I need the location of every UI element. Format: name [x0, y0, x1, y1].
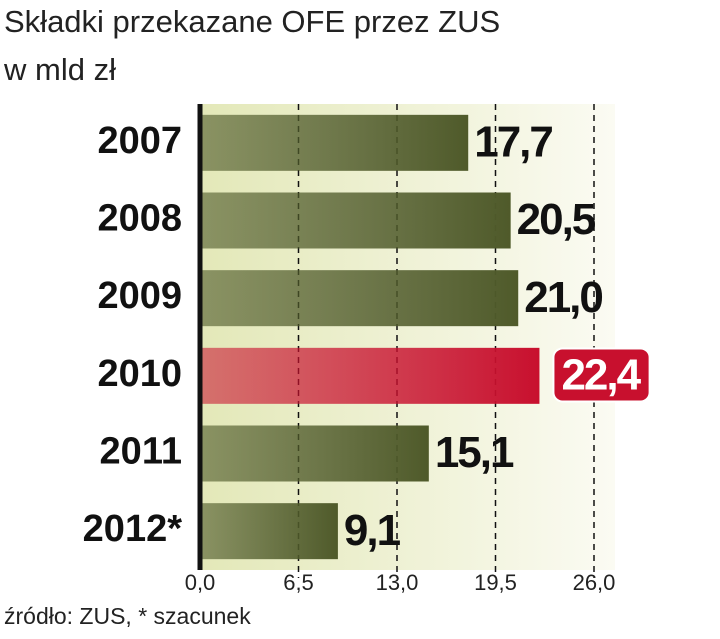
y-tick-label: 2012*: [83, 508, 183, 550]
x-tick-label: 19,5: [474, 570, 517, 595]
value-label: 9,1: [344, 506, 401, 555]
x-tick-label: 13,0: [376, 570, 419, 595]
plot-background: [200, 104, 615, 570]
value-label: 20,5: [517, 195, 596, 244]
value-label: 17,7: [474, 117, 552, 166]
chart-title: Składki przekazane OFE przez ZUS: [4, 4, 500, 39]
y-tick-label: 2009: [97, 275, 182, 317]
source-note: źródło: ZUS, * szacunek: [4, 603, 251, 629]
bar: [200, 503, 338, 560]
bar: [200, 270, 519, 327]
chart-subtitle: w mld zł: [3, 52, 116, 87]
bar: [200, 425, 429, 482]
value-label: 15,1: [435, 428, 514, 477]
value-label: 22,4: [561, 350, 641, 399]
value-label-box: [552, 347, 651, 403]
y-tick-label: 2011: [100, 431, 182, 473]
x-tick-label: 26,0: [573, 570, 616, 595]
y-tick-label: 2008: [97, 198, 182, 240]
bar: [200, 114, 469, 171]
x-tick-label: 6,5: [283, 570, 314, 595]
x-tick-label: 0,0: [185, 570, 216, 595]
y-tick-label: 2010: [97, 353, 182, 395]
value-label: 21,0: [524, 273, 602, 322]
y-tick-label: 2007: [97, 120, 182, 162]
bar: [200, 192, 511, 249]
bar: [200, 347, 540, 404]
